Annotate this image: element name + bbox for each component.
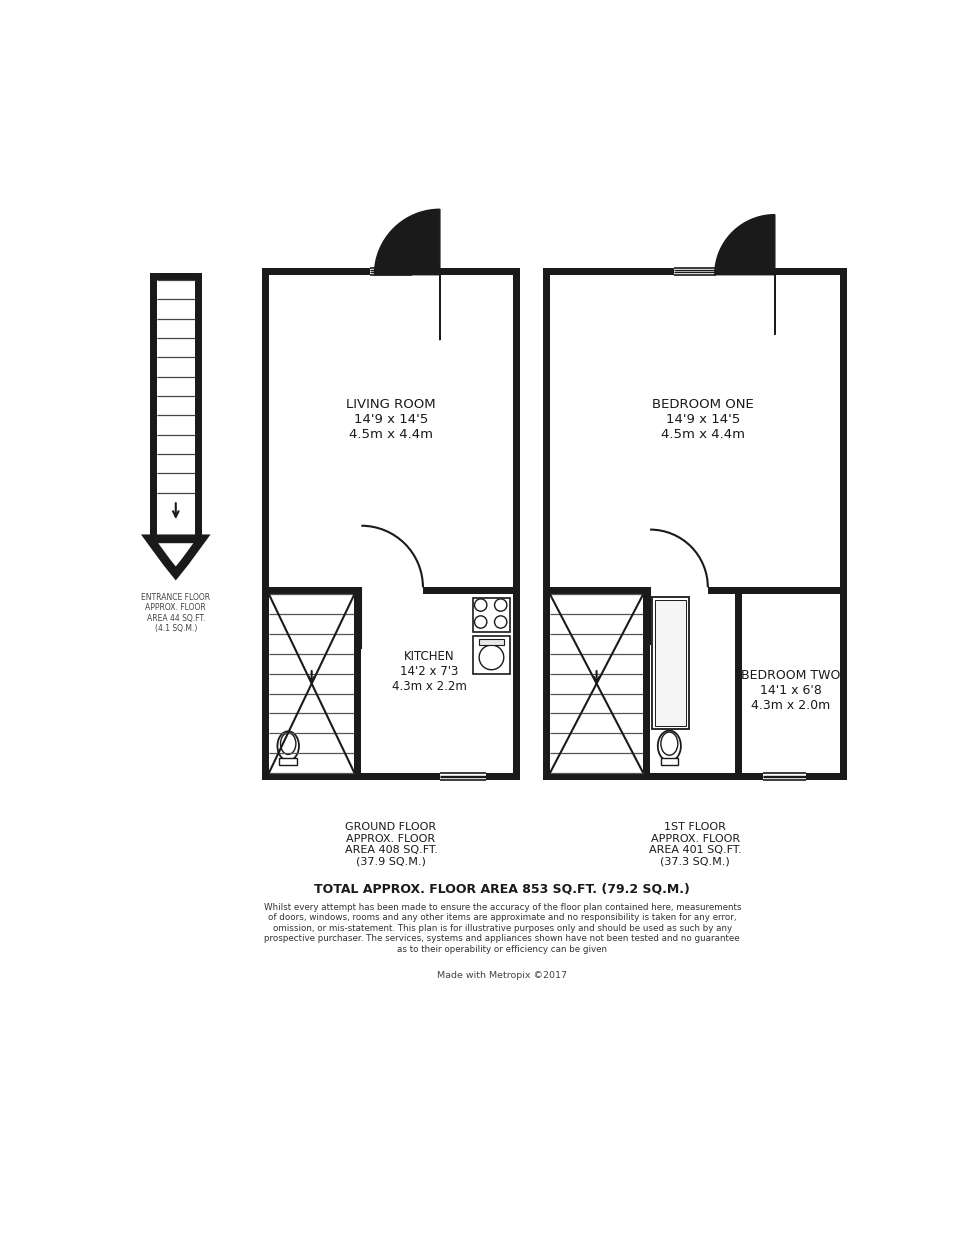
Bar <box>440 773 486 779</box>
Polygon shape <box>150 539 202 574</box>
Text: 1ST FLOOR
APPROX. FLOOR
AREA 401 SQ.FT.
(37.3 SQ.M.): 1ST FLOOR APPROX. FLOOR AREA 401 SQ.FT. … <box>649 823 742 867</box>
Bar <box>423 588 520 594</box>
Circle shape <box>495 616 507 628</box>
Bar <box>262 267 520 275</box>
Text: BEDROOM ONE
14'9 x 14'5
4.5m x 4.4m: BEDROOM ONE 14'9 x 14'5 4.5m x 4.4m <box>652 398 754 442</box>
Bar <box>279 758 298 766</box>
Bar <box>262 773 520 779</box>
Bar <box>543 267 847 275</box>
Bar <box>763 773 806 779</box>
Bar <box>543 773 847 779</box>
Bar <box>653 596 689 729</box>
Circle shape <box>474 616 487 628</box>
Bar <box>195 273 202 539</box>
Bar <box>543 588 650 594</box>
Bar <box>262 588 362 594</box>
Bar <box>262 267 269 779</box>
Polygon shape <box>714 215 775 335</box>
Text: GROUND FLOOR
APPROX. FLOOR
AREA 408 SQ.FT.
(37.9 SQ.M.): GROUND FLOOR APPROX. FLOOR AREA 408 SQ.F… <box>345 823 437 867</box>
Polygon shape <box>374 209 440 340</box>
Bar <box>355 588 362 779</box>
Bar <box>514 267 520 779</box>
Text: BEDROOM TWO
14'1 x 6'8
4.3m x 2.0m: BEDROOM TWO 14'1 x 6'8 4.3m x 2.0m <box>741 669 841 713</box>
Text: LIVING ROOM
14'9 x 14'5
4.5m x 4.4m: LIVING ROOM 14'9 x 14'5 4.5m x 4.4m <box>346 398 436 442</box>
Bar <box>708 588 847 594</box>
Bar <box>150 273 157 539</box>
Bar <box>479 640 504 644</box>
Bar <box>840 267 847 779</box>
Bar <box>473 636 510 674</box>
Bar <box>543 267 550 779</box>
Bar <box>735 588 742 779</box>
Ellipse shape <box>280 732 296 755</box>
Circle shape <box>474 599 487 611</box>
Ellipse shape <box>277 731 299 761</box>
Bar <box>674 267 716 275</box>
Text: KITCHEN
14'2 x 7'3
4.3m x 2.2m: KITCHEN 14'2 x 7'3 4.3m x 2.2m <box>392 651 466 693</box>
Bar <box>369 267 413 275</box>
Text: Whilst every attempt has been made to ensure the accuracy of the floor plan cont: Whilst every attempt has been made to en… <box>264 903 741 954</box>
Bar <box>661 758 678 766</box>
Bar <box>643 588 650 779</box>
Ellipse shape <box>661 732 678 756</box>
Ellipse shape <box>658 731 681 761</box>
Bar <box>473 599 510 632</box>
Text: ENTRANCE FLOOR
APPROX. FLOOR
AREA 44 SQ.FT.
(4.1 SQ.M.): ENTRANCE FLOOR APPROX. FLOOR AREA 44 SQ.… <box>141 593 211 633</box>
Text: TOTAL APPROX. FLOOR AREA 853 SQ.FT. (79.2 SQ.M.): TOTAL APPROX. FLOOR AREA 853 SQ.FT. (79.… <box>315 882 690 896</box>
Circle shape <box>495 599 507 611</box>
Bar <box>656 600 686 726</box>
Circle shape <box>479 644 504 669</box>
Bar <box>150 273 202 280</box>
Text: Made with Metropix ©2017: Made with Metropix ©2017 <box>437 971 567 980</box>
